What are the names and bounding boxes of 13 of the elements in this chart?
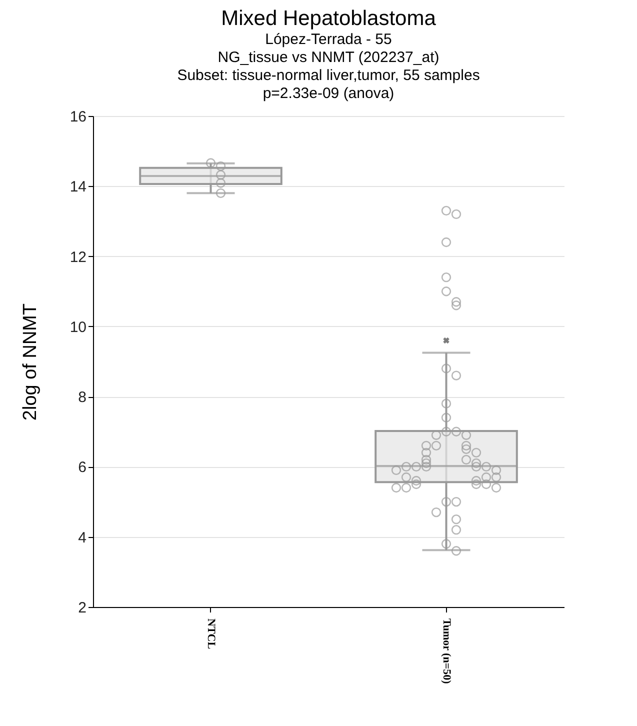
y-tick-label: 10 [70, 318, 86, 336]
y-tick-label: 14 [70, 178, 86, 196]
chart-title: Mixed Hepatoblastoma [221, 7, 436, 30]
y-axis-title: 2log of NNMT [20, 303, 41, 421]
y-tick-label: 16 [70, 108, 86, 126]
y-tick-label: 4 [78, 529, 86, 546]
x-tick-label: Tumor (n=50) [440, 618, 452, 684]
y-tick-label: 12 [70, 248, 86, 266]
y-tick-label: 8 [78, 389, 86, 406]
y-tick-label: 6 [78, 459, 86, 476]
x-tick-label: NTCL [204, 618, 217, 650]
y-tick-label: 2 [78, 600, 86, 616]
chart-subtitle: López-Terrada - 55 NG_tissue vs NNMT (202237_at) Subset: tissue-normal liver,tumor, 55 samples p=2.33e-09 (anova) [177, 31, 480, 102]
